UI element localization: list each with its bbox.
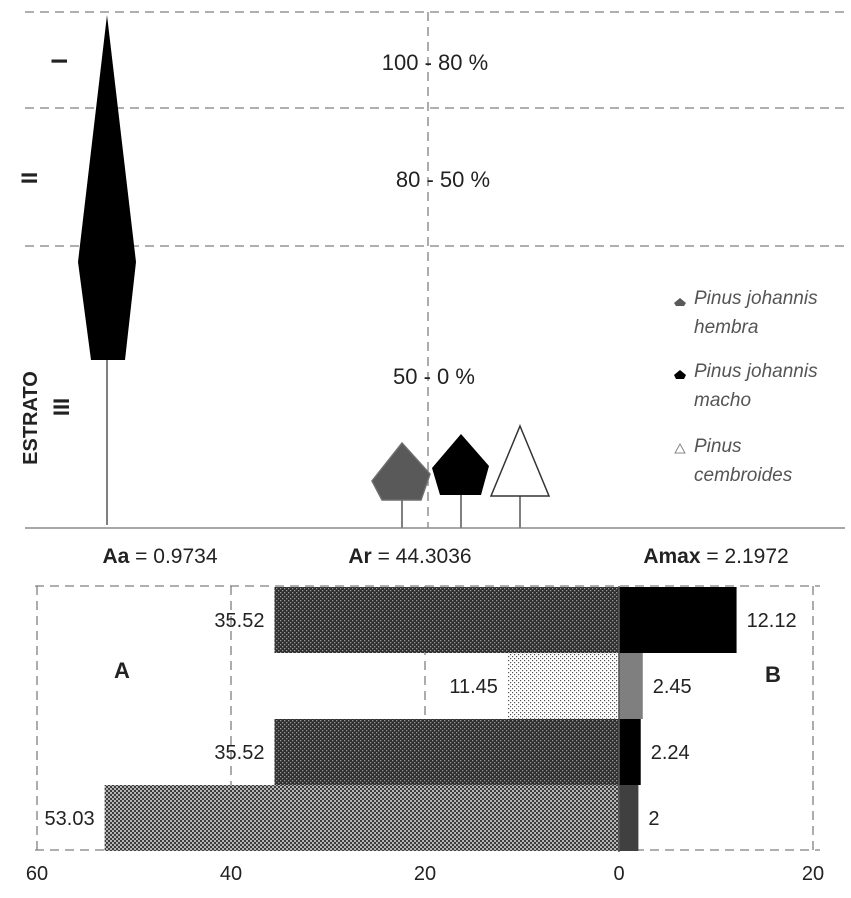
- strata-diagram: I II III ESTRATO 100 - 80 % 80 - 50 % 50…: [17, 11, 845, 529]
- legend-marker-hembra: [674, 298, 686, 306]
- index-ar-key: Ar: [348, 545, 371, 568]
- bar-chart: 35.52 11.45 35.52 53.03 12.12 2.45 2.24 2 60 40 2…: [26, 585, 824, 885]
- legend-label-cembroides-line1: Pinus: [694, 436, 742, 457]
- index-aa-equals: =: [129, 545, 153, 568]
- legend-label-cembroides: Pinus cembroides: [694, 436, 793, 486]
- bar-b-label-1: 2.45: [653, 676, 692, 698]
- x-tick-label: 0: [613, 863, 624, 885]
- index-ar: Ar = 44.3036: [348, 545, 471, 568]
- legend-item-hembra: Pinus johannis hembra: [674, 288, 818, 338]
- bar-b-2: [619, 719, 641, 785]
- stratum-range-label-3: 50 - 0 %: [393, 364, 475, 389]
- bar-a-0: [274, 587, 619, 653]
- x-tick-label: 60: [26, 863, 48, 885]
- legend-marker-macho: [674, 370, 686, 379]
- bars: 35.52 11.45 35.52 53.03 12.12 2.45 2.24 2: [45, 586, 797, 852]
- bar-b-label-2: 2.24: [651, 742, 690, 764]
- legend-label-hembra-line2: hembra: [694, 317, 758, 338]
- x-tick-label: 20: [802, 863, 824, 885]
- legend-label-macho-line2: macho: [694, 390, 751, 411]
- index-ar-value: 44.3036: [396, 545, 472, 568]
- legend-label-macho-line1: Pinus johannis: [694, 361, 818, 382]
- index-aa-value: 0.9734: [153, 545, 218, 568]
- y-axis-label: ESTRATO: [20, 371, 42, 465]
- bar-a-label-1: 11.45: [449, 676, 498, 698]
- bar-b-0: [619, 587, 737, 653]
- x-tick-label: 40: [220, 863, 242, 885]
- pine-cembroides-tree-icon: [489, 424, 551, 528]
- index-amax: Amax = 2.1972: [643, 545, 788, 568]
- legend-label-cembroides-line2: cembroides: [694, 465, 793, 486]
- legend-label-hembra-line1: Pinus johannis: [694, 288, 818, 309]
- x-tick-label: 20: [414, 863, 436, 885]
- index-aa-key: Aa: [102, 545, 129, 568]
- stratum-symbol-3: III: [49, 398, 74, 416]
- index-amax-value: 2.1972: [724, 545, 788, 568]
- stratum-range-label-1: 100 - 80 %: [382, 50, 488, 75]
- stratum-symbol-1: I: [47, 58, 72, 64]
- legend-item-cembroides: Pinus cembroides: [674, 436, 793, 486]
- black-diamond-tree-icon: [78, 15, 136, 525]
- bar-b-label-0: 12.12: [747, 610, 797, 632]
- index-aa: Aa = 0.9734: [102, 545, 217, 568]
- panel-label-b: B: [765, 662, 781, 687]
- stratum-range-label-2: 80 - 50 %: [396, 167, 490, 192]
- legend-label-hembra: Pinus johannis hembra: [694, 288, 818, 338]
- index-amax-key: Amax: [643, 545, 701, 568]
- x-axis-ticks: 60 40 20 0 20: [26, 863, 824, 885]
- legend-label-macho: Pinus johannis macho: [694, 361, 818, 411]
- index-amax-equals: =: [701, 545, 725, 568]
- index-ar-equals: =: [372, 545, 396, 568]
- bar-a-1: [507, 653, 619, 719]
- bar-a-label-3: 53.03: [45, 808, 95, 830]
- bar-b-label-3: 2: [648, 808, 659, 830]
- bar-b-3: [619, 785, 639, 851]
- panel-label-a: A: [114, 658, 130, 683]
- bar-a-2: [274, 719, 619, 785]
- legend-marker-cembroides: [674, 442, 686, 454]
- legend-item-macho: Pinus johannis macho: [674, 361, 818, 411]
- legend: Pinus johannis hembra Pinus johannis macho…: [674, 288, 818, 486]
- bar-a-3: [104, 785, 619, 851]
- pine-macho-tree-icon: [432, 434, 489, 528]
- pine-hembra-tree-icon: [371, 441, 431, 528]
- stratum-symbol-2: II: [17, 172, 42, 184]
- bar-a-label-2: 35.52: [214, 742, 264, 764]
- indices-row: Aa = 0.9734 Ar = 44.3036 Amax = 2.1972: [102, 545, 788, 568]
- bar-a-label-0: 35.52: [214, 610, 264, 632]
- bar-b-1: [619, 653, 643, 719]
